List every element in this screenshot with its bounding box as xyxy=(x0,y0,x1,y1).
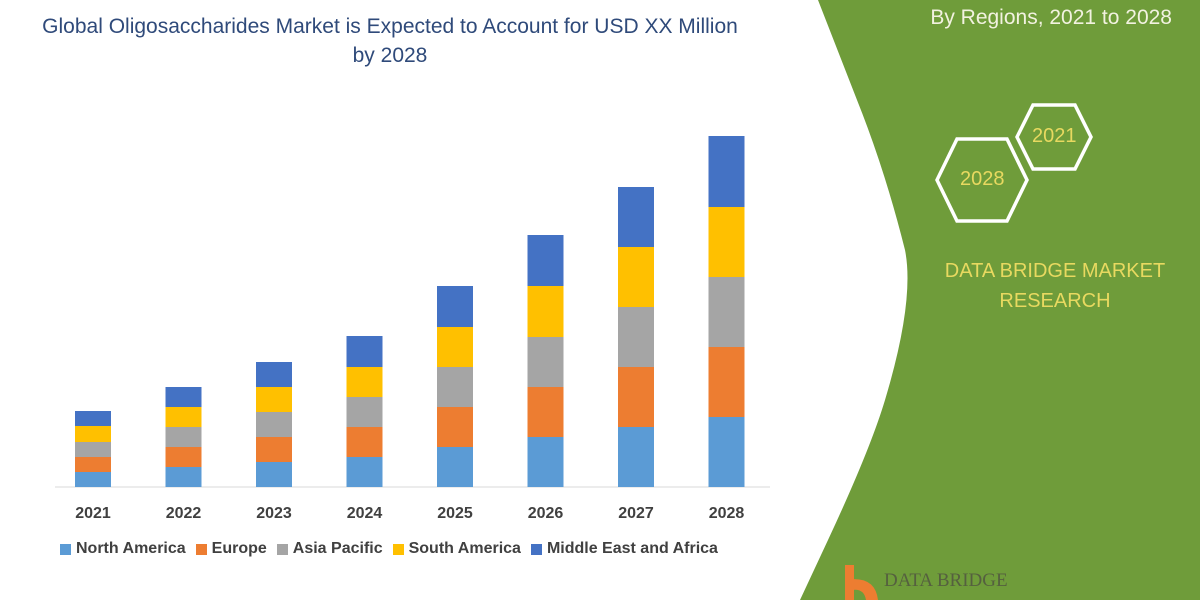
bar-segment-2023-3 xyxy=(256,387,292,412)
bar-segment-2027-3 xyxy=(618,247,654,307)
bar-segment-2028-1 xyxy=(708,347,745,417)
bar-segment-2021-3 xyxy=(75,426,111,442)
legend-swatch xyxy=(195,543,207,555)
bar-segment-2021-2 xyxy=(75,442,111,457)
legend-label: Europe xyxy=(211,540,267,557)
x-tick-labels: 2021 2022 2023 2024 2025 2026 2027 2028 xyxy=(75,505,744,522)
bar-segment-2025-0 xyxy=(437,447,473,487)
legend-item: Asia Pacific xyxy=(276,540,383,558)
bar-segment-2025-2 xyxy=(437,367,473,407)
bar-segment-2028-2 xyxy=(708,277,745,347)
green-side-panel xyxy=(800,0,1200,600)
bar-segment-2024-2 xyxy=(346,397,383,427)
bar-segment-2023-4 xyxy=(256,362,292,387)
x-tick-label: 2027 xyxy=(618,505,654,522)
legend-swatch xyxy=(392,543,404,555)
x-tick-label: 2024 xyxy=(347,505,383,522)
bar-segment-2026-0 xyxy=(527,437,564,487)
x-tick-label: 2023 xyxy=(256,505,292,522)
chart-title: Global Oligosaccharides Market is Expect… xyxy=(42,15,738,67)
x-tick-label: 2025 xyxy=(437,505,473,522)
bar-segment-2028-4 xyxy=(708,136,745,207)
bar-segment-2023-0 xyxy=(256,462,292,487)
hexagon-2021 xyxy=(1015,103,1093,171)
logo-icon xyxy=(845,565,878,600)
bar-segment-2024-3 xyxy=(346,367,383,397)
legend-item: South America xyxy=(392,540,521,558)
bar-segment-2021-0 xyxy=(75,472,111,487)
legend-label: Asia Pacific xyxy=(292,540,383,557)
bar-segment-2022-4 xyxy=(165,387,202,407)
legend-label: South America xyxy=(408,540,521,557)
legend-item: Europe xyxy=(195,540,267,558)
bar-segment-2026-2 xyxy=(527,337,564,387)
x-tick-label: 2022 xyxy=(166,505,202,522)
x-tick-label: 2021 xyxy=(75,505,111,522)
bar-segment-2022-0 xyxy=(165,467,202,487)
bar-segment-2025-1 xyxy=(437,407,473,447)
bar-segment-2021-4 xyxy=(75,411,111,426)
logo-text: DATA BRIDGE xyxy=(884,570,1008,591)
bar-segment-2024-4 xyxy=(346,336,383,367)
bar-segment-2023-2 xyxy=(256,412,292,437)
legend-item: Middle East and Africa xyxy=(530,540,718,558)
bar-segment-2025-4 xyxy=(437,286,473,327)
bar-segment-2022-3 xyxy=(165,407,202,427)
bar-segment-2022-2 xyxy=(165,427,202,447)
bars xyxy=(75,136,745,487)
bar-segment-2027-2 xyxy=(618,307,654,367)
bar-segment-2028-3 xyxy=(708,207,745,277)
x-tick-label: 2026 xyxy=(528,505,564,522)
bar-segment-2026-4 xyxy=(527,235,564,286)
legend-swatch xyxy=(60,543,71,555)
bar-segment-2024-0 xyxy=(346,457,383,487)
bar-segment-2025-3 xyxy=(437,327,473,367)
brand-name: DATA BRIDGE MARKET RESEARCH xyxy=(944,260,1166,312)
bar-segment-2024-1 xyxy=(346,427,383,457)
bar-segment-2021-1 xyxy=(75,457,111,472)
legend-swatch xyxy=(276,543,288,555)
hexagon-2028 xyxy=(935,137,1029,223)
bar-segment-2023-1 xyxy=(256,437,292,462)
legend: North America Europe Asia Pacific South Ame… xyxy=(60,540,718,558)
legend-label: Middle East and Africa xyxy=(546,540,718,557)
chart-subtitle: By Regions, 2021 to 2028 xyxy=(930,6,1172,29)
bar-segment-2027-1 xyxy=(618,367,654,427)
bar-segment-2027-0 xyxy=(618,427,654,487)
bar-segment-2028-0 xyxy=(708,417,745,487)
bar-segment-2027-4 xyxy=(618,187,654,247)
bar-segment-2026-1 xyxy=(527,387,564,437)
x-tick-label: 2028 xyxy=(709,505,745,522)
legend-item: North America xyxy=(60,540,186,558)
hex-label-2021: 2021 xyxy=(1032,125,1077,147)
bar-segment-2026-3 xyxy=(527,286,564,337)
legend-label: North America xyxy=(76,540,186,557)
hex-label-2028: 2028 xyxy=(960,168,1005,190)
bar-segment-2022-1 xyxy=(165,447,202,467)
legend-swatch xyxy=(530,543,542,555)
